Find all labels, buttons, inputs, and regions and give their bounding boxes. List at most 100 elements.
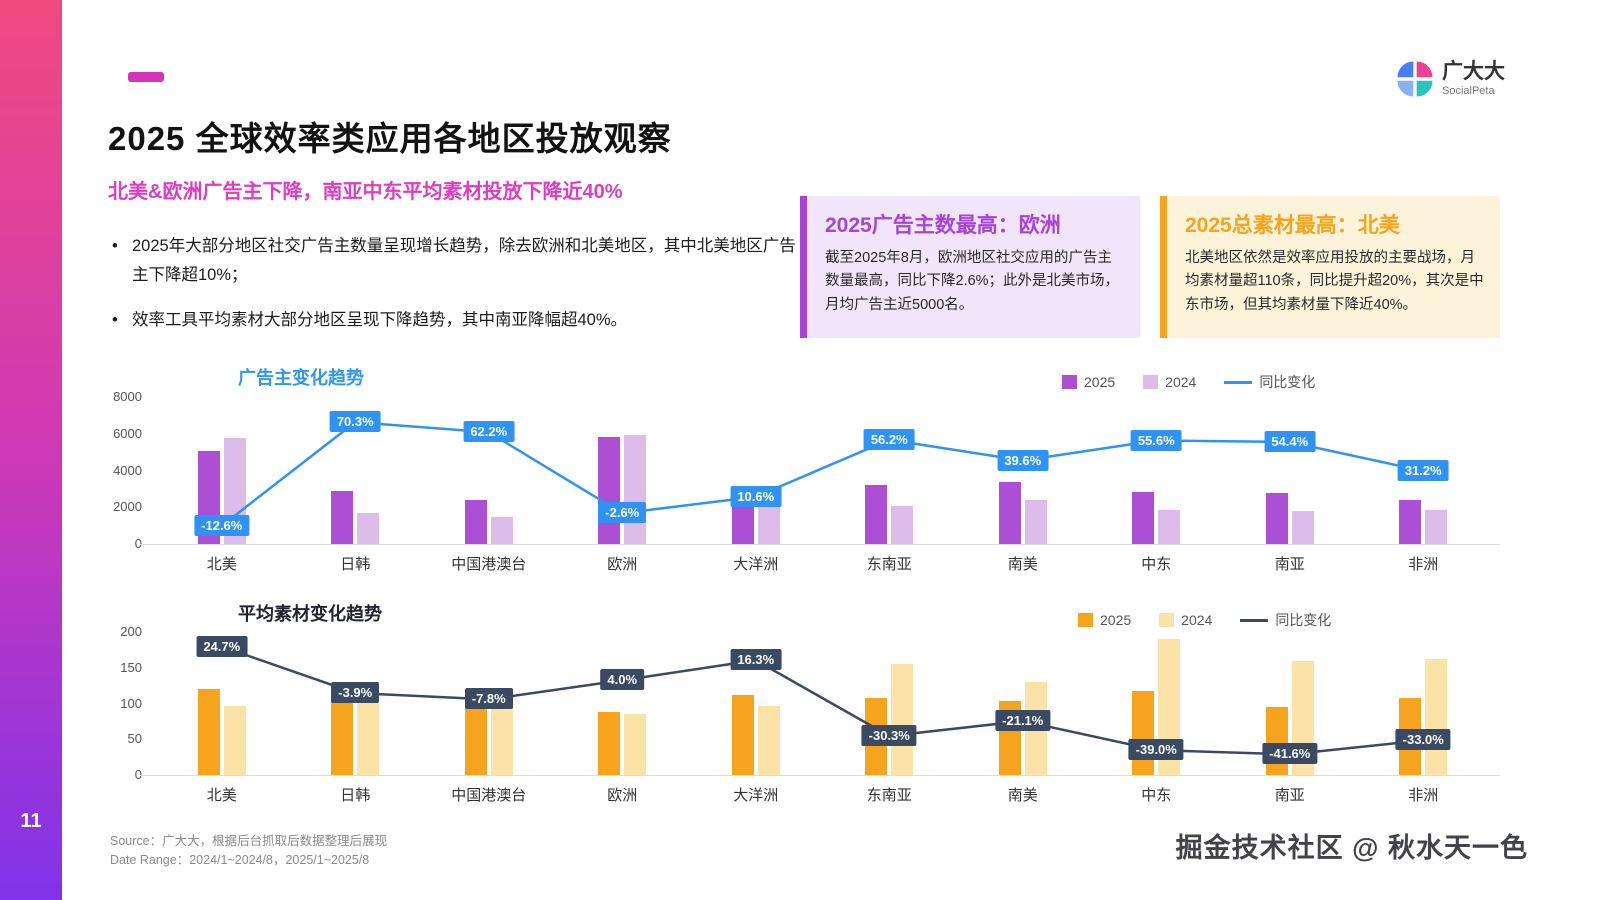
line-value-label: 24.7% — [196, 635, 248, 657]
legend-swatch-2025 — [1062, 375, 1077, 389]
footer: Source：广大大，根据后台抓取后数据整理后展现 Date Range：202… — [110, 832, 387, 871]
x-axis-label: 南美 — [1007, 556, 1038, 573]
chart1-legend: 2025 2024 同比变化 — [1062, 372, 1315, 392]
bar-2025 — [1399, 499, 1422, 544]
bar-2024 — [490, 516, 513, 544]
watermark: 掘金技术社区 @ 秋水天一色 — [1175, 833, 1528, 863]
callout-body: 北美地区依然是效率应用投放的主要战场，月均素材量超110条，同比提升超20%，其… — [1185, 250, 1484, 313]
x-axis-label: 北美 — [206, 787, 237, 804]
x-axis-label: 南美 — [1007, 787, 1038, 804]
legend-item: 同比变化 — [1224, 372, 1315, 392]
line-value-label: 16.3% — [730, 649, 782, 671]
callout-title: 2025总素材最高：北美 — [1185, 214, 1400, 237]
line-value-label: -3.9% — [331, 682, 380, 704]
bullet-item: 2025年大部分地区社交广告主数量呈现增长趋势，除去欧洲和北美地区，其中北美地区… — [108, 232, 798, 290]
line-value-label: 39.6% — [997, 449, 1049, 471]
logo: 广大大 SocialPeta — [1396, 60, 1505, 98]
y-axis-label: 8000 — [113, 389, 142, 404]
bar-2025 — [1265, 707, 1288, 775]
x-axis-line — [140, 544, 1500, 545]
chart2-creative-trend: 0 50 100 150 200 北美 日韩 中国港澳台 欧洲 大洋洲 东南亚 南美 中东 南亚 非洲 24.… — [100, 624, 1500, 815]
x-axis-line — [140, 775, 1500, 776]
legend-item: 2025 — [1078, 612, 1131, 628]
x-axis-label: 非洲 — [1408, 556, 1439, 573]
line-value-label: 54.4% — [1264, 431, 1316, 452]
callout-top-advertisers: 2025广告主数最高：欧洲 截至2025年8月，欧洲地区社交应用的广告主数量最高… — [800, 196, 1140, 338]
y-axis-label: 4000 — [113, 462, 142, 478]
bar-2025 — [598, 437, 621, 544]
x-axis-label: 北美 — [206, 556, 237, 573]
logo-pie-icon — [1397, 61, 1433, 97]
x-axis-label: 中国港澳台 — [451, 556, 527, 573]
bar-2024 — [357, 696, 380, 775]
line-value-label: 10.6% — [730, 485, 782, 507]
line-value-label: -41.6% — [1262, 743, 1318, 765]
x-axis-label: 中国港澳台 — [451, 787, 527, 804]
line-value-label: -7.8% — [464, 688, 513, 710]
line-value-label: -39.0% — [1128, 739, 1184, 761]
logo-name: 广大大 — [1442, 60, 1505, 83]
legend-label: 2024 — [1181, 612, 1213, 628]
bar-2025 — [998, 482, 1021, 544]
x-axis-label: 欧洲 — [607, 787, 638, 804]
bar-2024 — [357, 512, 380, 544]
page-title: 2025 全球效率类应用各地区投放观察 — [108, 120, 672, 157]
legend-label: 2025 — [1084, 374, 1116, 390]
chart1-advertiser-trend: 0 2000 4000 6000 8000 北美 日韩 中国港澳台 欧洲 大洋洲 东南亚 南美 中东 南亚… — [100, 389, 1500, 580]
y-axis-label: 150 — [120, 659, 142, 675]
callout-top-creatives: 2025总素材最高：北美 北美地区依然是效率应用投放的主要战场，月均素材量超11… — [1160, 196, 1500, 338]
bar-2024 — [891, 664, 914, 775]
bar-2025 — [865, 485, 888, 544]
callout-body: 截至2025年8月，欧洲地区社交应用的广告主数量最高，同比下降2.6%；此外是北… — [825, 250, 1120, 313]
x-axis-label: 欧洲 — [607, 556, 638, 573]
chart2-legend: 2025 2024 同比变化 — [1078, 610, 1331, 630]
line-value-label: 31.2% — [1397, 460, 1449, 481]
bar-2025 — [731, 694, 754, 775]
line-value-label: 56.2% — [863, 428, 915, 450]
line-value-label: 70.3% — [329, 411, 381, 433]
legend-swatch-同比变化 — [1224, 380, 1253, 384]
bar-2024 — [223, 705, 246, 775]
legend-item: 2024 — [1143, 374, 1196, 390]
x-axis-label: 日韩 — [340, 556, 371, 573]
bar-2025 — [1132, 491, 1155, 544]
y-axis-label: 200 — [120, 624, 142, 639]
y-axis-label: 0 — [134, 767, 142, 782]
footer-source: Source：广大大，根据后台抓取后数据整理后展现 — [110, 834, 388, 848]
line-value-label: -30.3% — [861, 724, 917, 746]
bar-2024 — [1425, 659, 1448, 775]
x-axis-label: 大洋洲 — [733, 787, 779, 804]
sidebar-gradient-bar: 11 — [0, 0, 62, 900]
page-subtitle: 北美&欧洲广告主下降，南亚中东平均素材投放下降近40% — [108, 181, 623, 203]
title-accent-dash — [128, 72, 164, 82]
callout-title: 2025广告主数最高：欧洲 — [825, 214, 1061, 237]
x-axis-label: 南亚 — [1274, 556, 1305, 573]
y-axis-label: 50 — [127, 731, 142, 747]
line-value-label: 62.2% — [463, 421, 515, 443]
x-axis-label: 东南亚 — [866, 556, 912, 573]
legend-label: 2025 — [1100, 612, 1132, 628]
line-value-label: -12.6% — [194, 514, 250, 536]
line-value-label: -21.1% — [995, 710, 1051, 732]
bar-2025 — [464, 703, 487, 775]
legend-swatch-2024 — [1143, 375, 1159, 389]
bar-2025 — [1132, 691, 1155, 775]
y-axis-label: 0 — [134, 536, 142, 551]
bar-2025 — [1265, 492, 1288, 544]
bar-2024 — [1291, 510, 1314, 544]
logo-subtitle: SocialPeta — [1442, 85, 1495, 98]
legend-swatch-2024 — [1159, 613, 1175, 627]
legend-label: 同比变化 — [1275, 612, 1332, 628]
y-axis-label: 2000 — [113, 499, 142, 515]
bar-2024 — [1158, 510, 1181, 544]
legend-item: 2024 — [1159, 612, 1212, 628]
x-axis-label: 大洋洲 — [733, 556, 779, 573]
legend-item: 同比变化 — [1240, 610, 1331, 630]
bar-2024 — [1024, 499, 1047, 544]
bar-2025 — [598, 712, 621, 775]
legend-label: 2024 — [1165, 374, 1197, 390]
line-value-label: -33.0% — [1395, 729, 1451, 751]
logo-text: 广大大 SocialPeta — [1442, 60, 1505, 97]
bar-2024 — [757, 500, 780, 544]
